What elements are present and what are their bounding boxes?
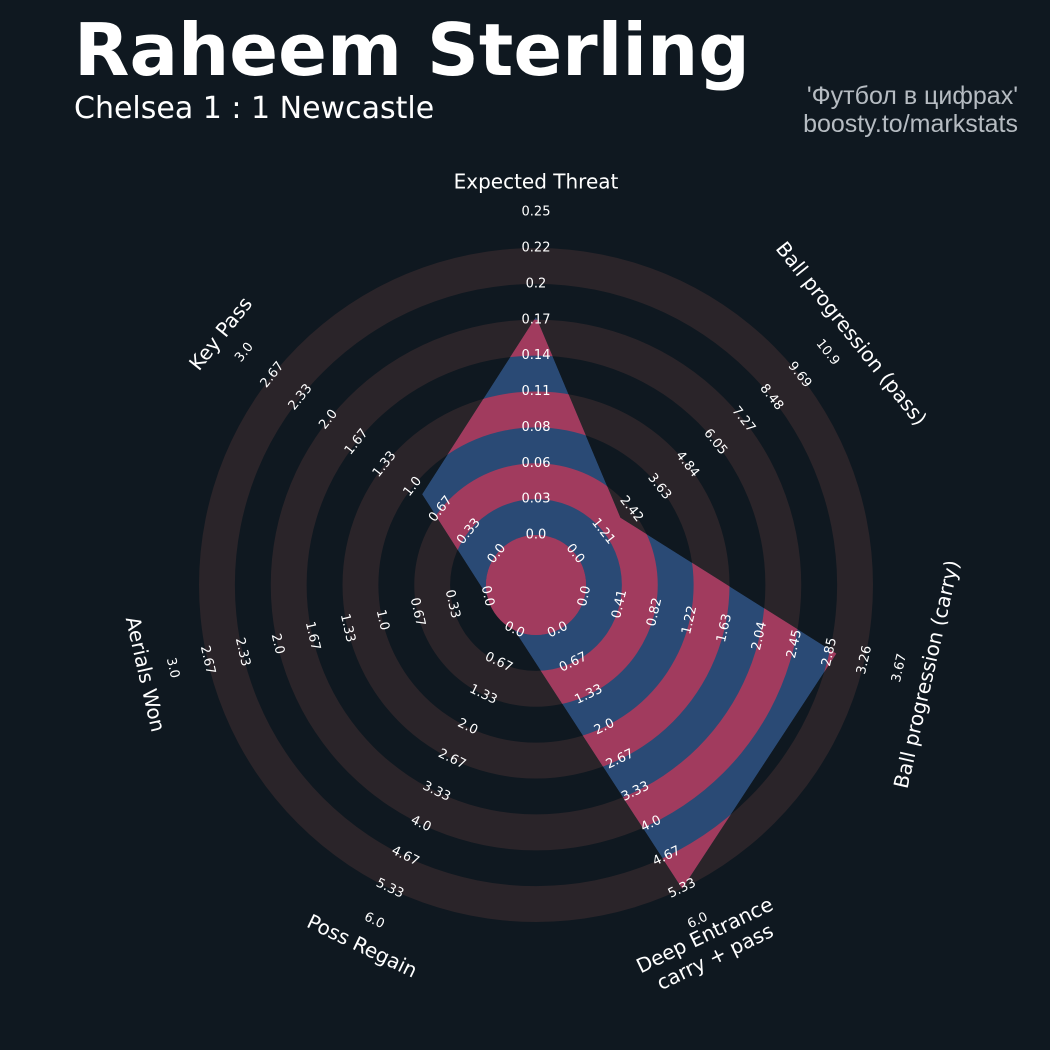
radar-param-label-line: Expected Threat	[454, 170, 619, 194]
radar-tick-label: 0.0	[575, 584, 594, 608]
radar-tick-label: 3.0	[163, 656, 182, 680]
credit-block: 'Футбол в цифрах' boosty.to/markstats	[803, 82, 1018, 138]
credit-line-2: boosty.to/markstats	[803, 110, 1018, 138]
radar-tick-label: 2.67	[197, 644, 218, 676]
radar-tick-label: 2.45	[784, 628, 805, 660]
match-subtitle: Chelsea 1 : 1 Newcastle	[74, 91, 435, 126]
radar-tick-label: 0.67	[407, 596, 428, 628]
radar-tick-label: 1.0	[373, 608, 392, 632]
radar-tick-label: 1.22	[679, 604, 700, 636]
radar-tick-label: 0.25	[522, 205, 551, 220]
radar-tick-label: 0.14	[522, 348, 551, 363]
radar-tick-label: 0.11	[522, 384, 551, 399]
radar-center-disc	[486, 535, 586, 635]
radar-param-label-line: Aerials Won	[121, 614, 171, 734]
radar-tick-label: 0.0	[526, 528, 547, 543]
radar-tick-label: 0.22	[522, 241, 551, 256]
radar-param-label: Expected Threat	[454, 170, 619, 194]
radar-tick-label: 3.0	[232, 340, 257, 366]
radar-tick-label: 2.33	[232, 636, 253, 668]
radar-tick-label: 2.85	[819, 636, 840, 668]
radar-tick-label: 0.0	[478, 584, 497, 608]
radar-tick-label: 2.0	[268, 632, 287, 656]
radar-tick-label: 0.82	[644, 596, 665, 628]
radar-tick-label: 10.9	[813, 337, 843, 369]
radar-tick-label: 1.63	[714, 612, 735, 644]
radar-tick-label: 6.0	[362, 910, 387, 932]
radar-tick-label: 1.67	[302, 620, 323, 652]
credit-line-1: 'Футбол в цифрах'	[806, 82, 1018, 110]
radar-tick-label: 0.2	[526, 276, 547, 291]
radar-tick-label: 1.33	[337, 612, 358, 644]
radar-tick-label: 0.08	[522, 420, 551, 435]
radar-tick-label: 3.26	[854, 644, 875, 676]
radar-polygon	[422, 316, 837, 889]
radar-tick-label: 0.33	[442, 588, 463, 620]
radar-tick-label: 0.17	[522, 312, 551, 327]
player-name-title: Raheem Sterling	[74, 8, 750, 92]
radar-tick-label: 0.41	[609, 588, 630, 620]
radar-tick-label: 0.06	[522, 456, 551, 471]
radar-tick-label: 0.03	[522, 492, 551, 507]
radar-tick-label: 2.04	[749, 620, 770, 652]
radar-param-label: Aerials Won	[121, 614, 171, 734]
radar-tick-label: 3.67	[889, 652, 910, 684]
